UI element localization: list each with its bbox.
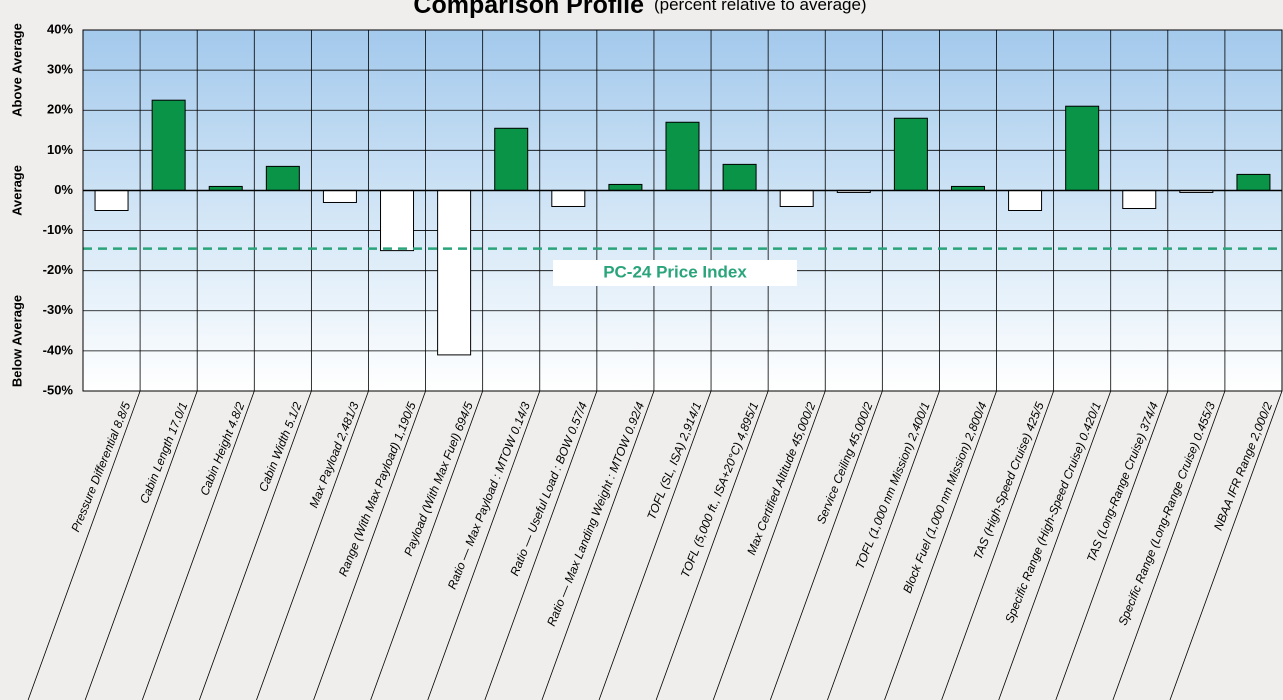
- bar: [94, 189, 129, 211]
- label-divider: [1112, 390, 1226, 700]
- label-divider: [370, 390, 484, 700]
- y-tick-label: 10%: [47, 142, 73, 157]
- x-tick-label: Service Ceiling 45,000/2: [814, 400, 876, 526]
- bar: [437, 189, 472, 356]
- label-divider: [598, 390, 712, 700]
- bar: [265, 165, 300, 191]
- y-tick-label: -10%: [43, 222, 74, 237]
- bar: [608, 183, 643, 191]
- y-tick-label: 0%: [54, 182, 73, 197]
- plot-area: [83, 30, 1282, 391]
- x-tick-label: Ratio — Max Landing Weight : MTOW 0.92/4: [544, 400, 647, 628]
- bar: [779, 189, 814, 207]
- label-divider: [256, 390, 369, 700]
- x-tick-label: Specific Range (Long-Range Cruise) 0.455…: [1115, 400, 1218, 628]
- label-divider: [541, 390, 655, 700]
- bar: [380, 189, 415, 252]
- bar: [665, 121, 700, 191]
- x-tick-label: Cabin Height 4.8/2: [197, 400, 247, 498]
- bar: [151, 99, 186, 191]
- y-tick-label: 30%: [47, 62, 73, 77]
- label-divider: [484, 390, 598, 700]
- label-divider: [655, 390, 769, 700]
- y-tick-label: -50%: [43, 382, 74, 397]
- bar: [722, 163, 757, 191]
- label-divider: [998, 390, 1112, 700]
- bar: [893, 117, 928, 191]
- label-divider: [313, 390, 426, 700]
- x-tick-label: Cabin Width 5.1/2: [256, 400, 305, 494]
- label-divider: [1169, 390, 1283, 700]
- bar: [1122, 189, 1157, 209]
- label-divider: [84, 390, 198, 700]
- bar: [322, 189, 357, 203]
- reference-label-box: [553, 260, 797, 286]
- chart-title: Comparison Profile: [413, 0, 644, 19]
- title: Comparison Profile (percent relative to a…: [413, 0, 866, 19]
- label-divider: [827, 390, 940, 700]
- label-divider: [141, 390, 255, 700]
- y-tick-label: 40%: [47, 21, 73, 36]
- label-divider: [941, 390, 1054, 700]
- side-label: Below Average: [9, 295, 24, 387]
- x-tick-label: Pressure Differential 8.8/5: [68, 400, 133, 534]
- side-label: Average: [9, 165, 24, 216]
- label-divider: [427, 390, 541, 700]
- y-tick-label: -40%: [43, 342, 74, 357]
- side-label: Above Average: [9, 23, 24, 117]
- bar: [551, 189, 586, 207]
- label-divider: [27, 390, 141, 700]
- x-tick-label: Cabin Length 17.0/1: [137, 400, 190, 505]
- bar: [1236, 173, 1271, 191]
- label-divider: [199, 390, 312, 700]
- x-tick-label: Specific Range (High-Speed Cruise) 0.420…: [1002, 400, 1104, 625]
- y-tick-label: -20%: [43, 262, 74, 277]
- y-tick-label: -30%: [43, 302, 74, 317]
- bar: [1008, 189, 1043, 211]
- reference-label: PC-24 Price Index: [603, 262, 747, 281]
- x-tick-label: NBAA IFR Range 2,000/2: [1211, 400, 1275, 533]
- bar: [494, 127, 529, 191]
- x-tick-label: Max Payload 2,481/3: [306, 400, 361, 510]
- chart-subtitle: (percent relative to average): [654, 0, 867, 14]
- plot-border: [82, 29, 1283, 392]
- x-tick-label: TOFL (SL, ISA) 2,914/1: [644, 400, 704, 522]
- label-divider: [712, 390, 826, 700]
- x-tick-label: Max Certified Altitude 45,000/2: [744, 400, 818, 557]
- label-divider: [1055, 390, 1169, 700]
- bar: [1065, 105, 1100, 191]
- y-tick-label: 20%: [47, 102, 73, 117]
- label-divider: [769, 390, 883, 700]
- label-divider: [884, 390, 997, 700]
